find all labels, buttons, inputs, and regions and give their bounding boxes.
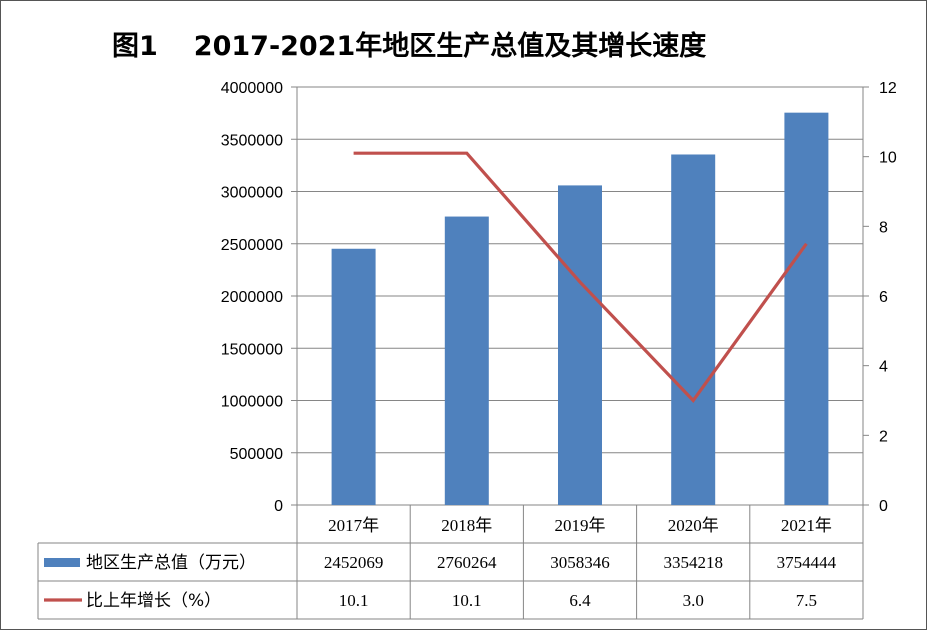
x-tick-label: 2021年: [781, 516, 832, 535]
data-table-cell: 2452069: [324, 553, 384, 572]
bar: [671, 154, 716, 505]
y-right-tick-label: 8: [879, 219, 888, 236]
data-table-cell: 2760264: [437, 553, 497, 572]
legend-label: 地区生产总值（万元）: [86, 553, 256, 573]
data-table-cell: 3.0: [683, 591, 704, 610]
data-table-cell: 3354218: [663, 553, 723, 572]
bar: [784, 112, 829, 506]
y-right-tick-label: 10: [879, 150, 897, 167]
x-tick-label: 2018年: [441, 516, 492, 535]
figure-title: 2017-2021年地区生产总值及其增长速度: [193, 31, 707, 62]
bar: [331, 248, 376, 505]
chart-title: 图1 2017-2021年地区生产总值及其增长速度: [112, 24, 706, 63]
x-tick-label: 2017年: [328, 516, 379, 535]
y-left-tick-label: 500000: [230, 446, 283, 463]
x-tick-label: 2020年: [668, 516, 719, 535]
legend-label: 比上年增长（%）: [86, 591, 221, 611]
y-right-tick-label: 4: [879, 359, 888, 376]
y-right-tick-label: 6: [879, 289, 888, 306]
legend-swatch-bar: [44, 558, 80, 567]
y-left-tick-label: 1000000: [221, 394, 283, 411]
data-table-cell: 6.4: [569, 591, 591, 610]
y-left-tick-label: 2000000: [221, 289, 283, 306]
y-left-tick-label: 0: [274, 498, 283, 515]
y-left-tick-label: 3000000: [221, 185, 283, 202]
y-right-tick-label: 2: [879, 428, 888, 445]
y-left-tick-label: 3500000: [221, 132, 283, 149]
y-right-tick-label: 0: [879, 498, 888, 515]
x-tick-label: 2019年: [555, 516, 606, 535]
y-left-tick-label: 4000000: [221, 80, 283, 97]
y-left-tick-label: 2500000: [221, 237, 283, 254]
figure-label: 图1: [112, 31, 158, 62]
y-left-tick-label: 1500000: [221, 341, 283, 358]
data-table-cell: 10.1: [339, 591, 369, 610]
data-table-cell: 10.1: [452, 591, 482, 610]
bar: [558, 185, 602, 506]
data-table-cell: 7.5: [796, 591, 817, 610]
bar: [444, 216, 489, 505]
data-table-cell: 3754444: [777, 553, 837, 572]
y-right-tick-label: 12: [879, 80, 897, 97]
data-table-cell: 3058346: [550, 553, 610, 572]
